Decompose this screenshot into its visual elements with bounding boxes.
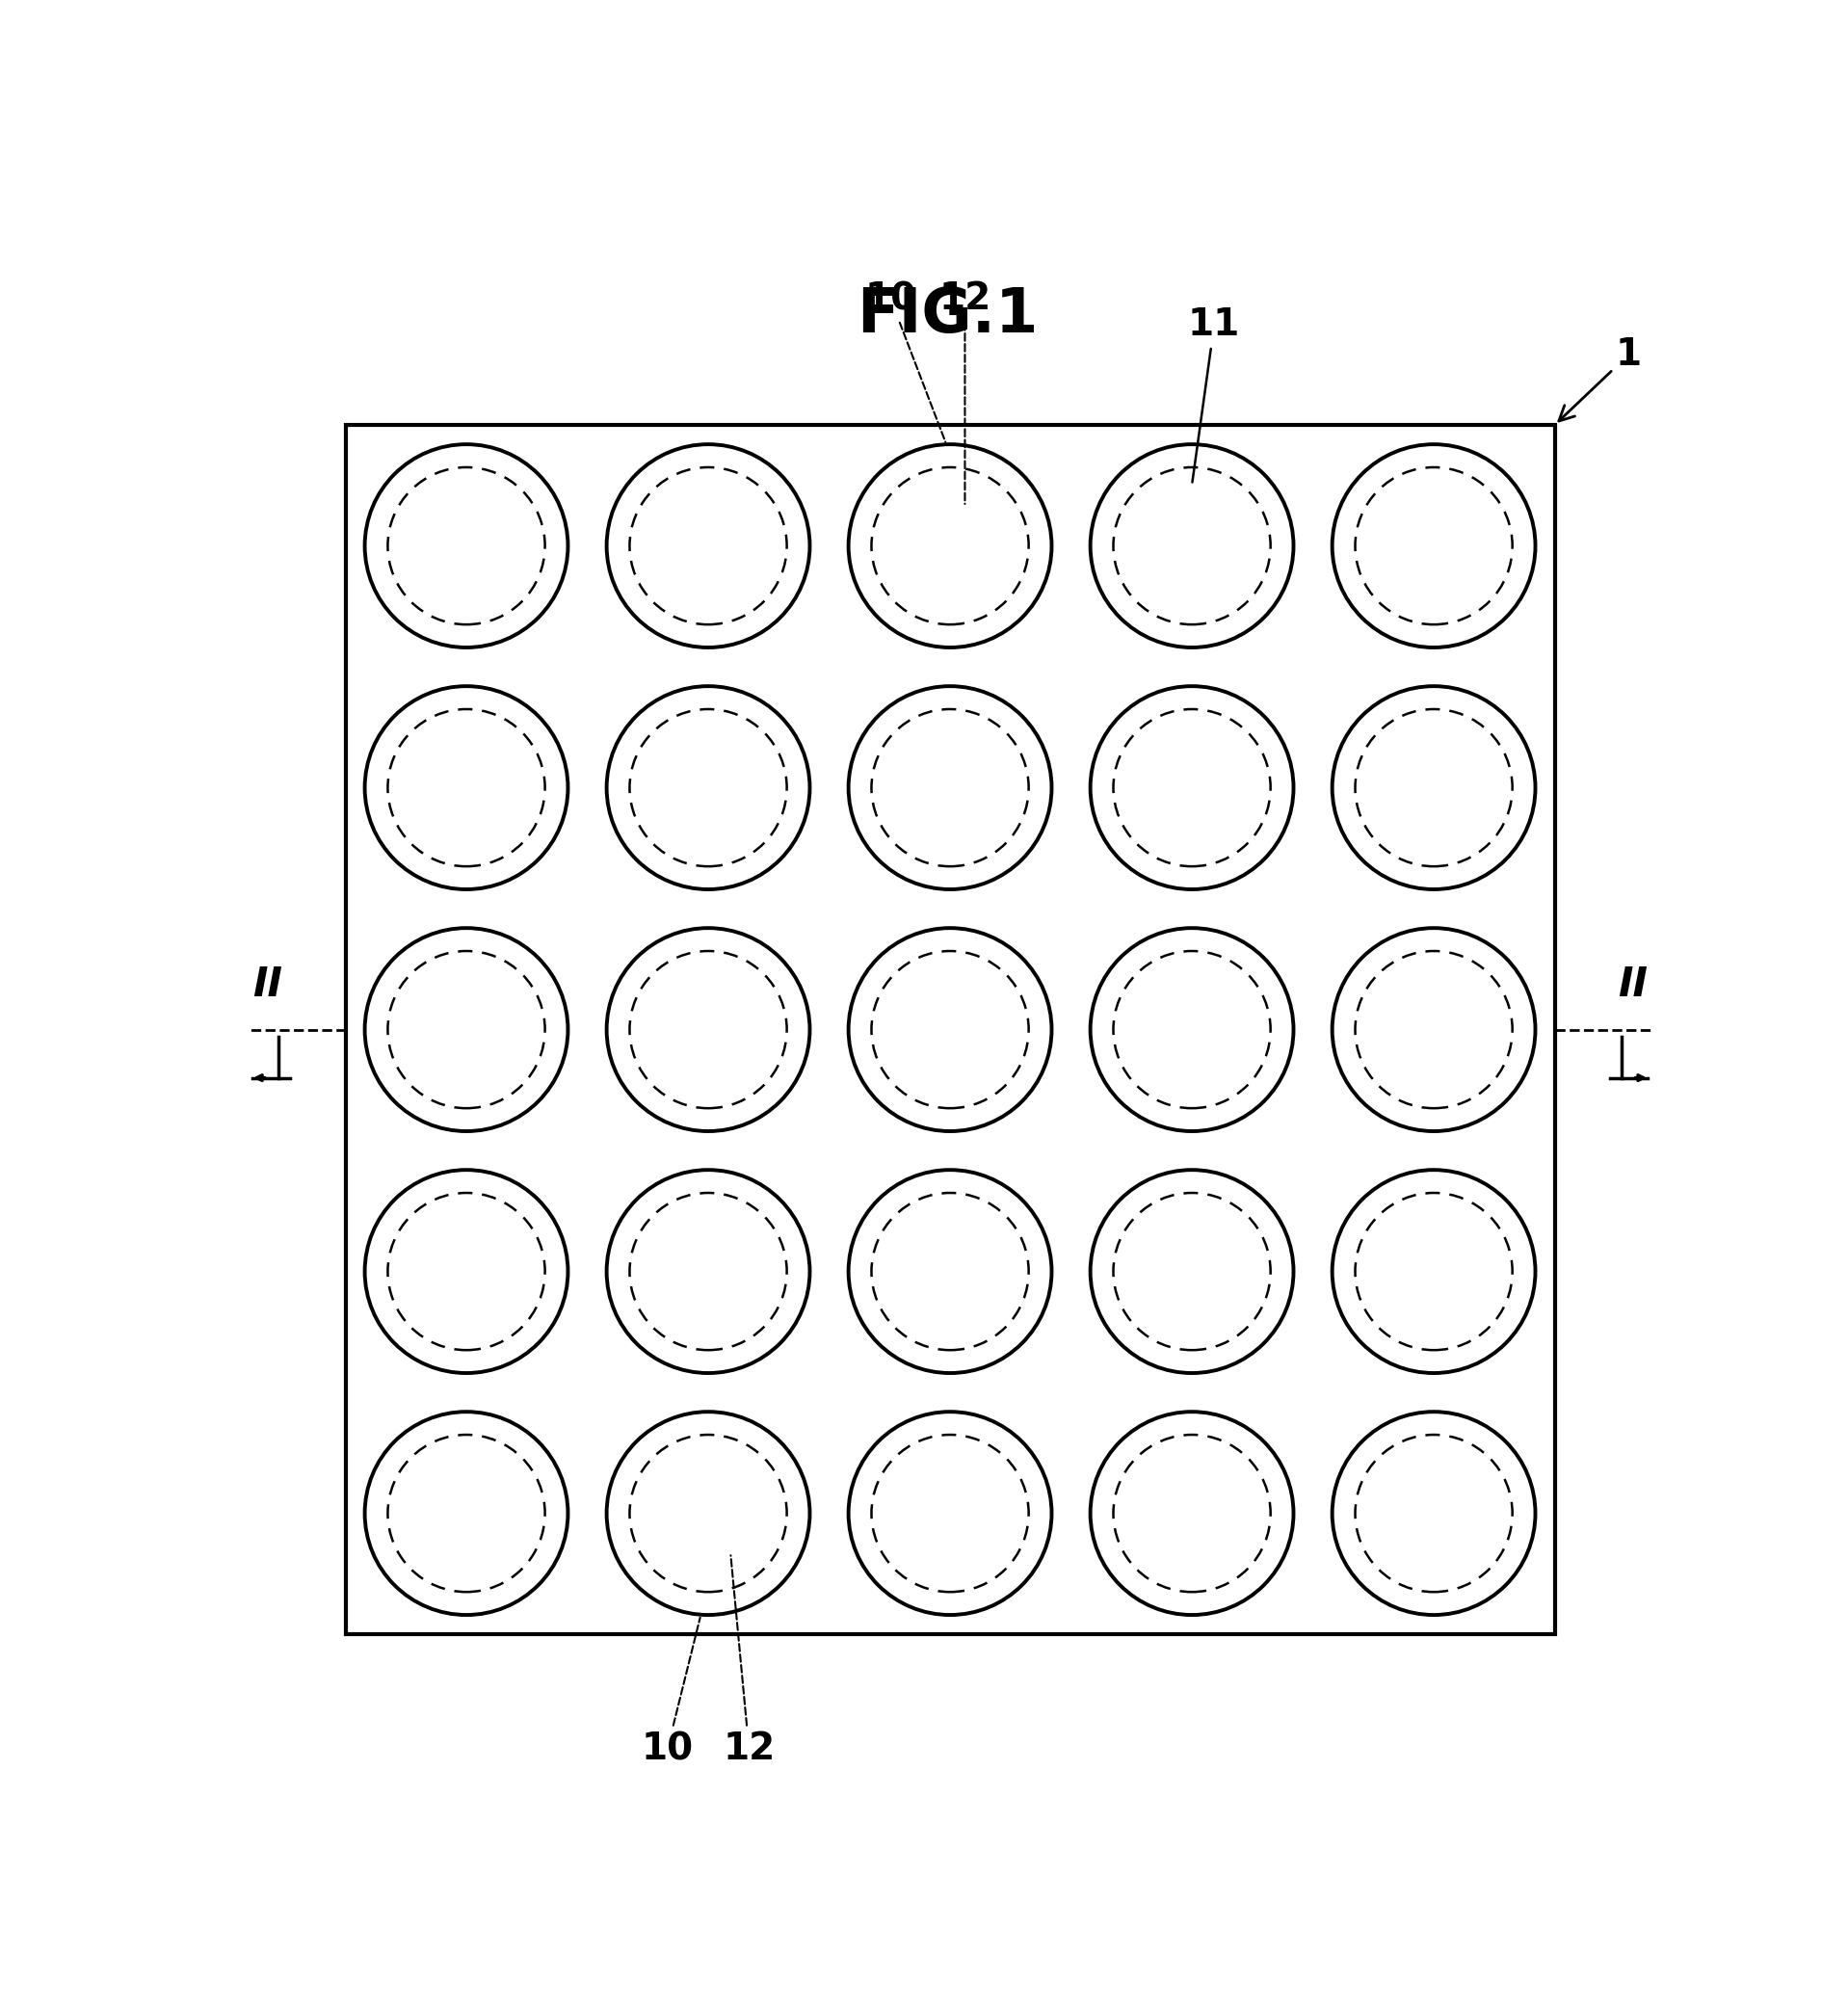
Circle shape bbox=[364, 1171, 567, 1373]
Circle shape bbox=[1332, 444, 1536, 647]
Circle shape bbox=[848, 444, 1052, 647]
Circle shape bbox=[1090, 1171, 1294, 1373]
Circle shape bbox=[606, 1171, 809, 1373]
Circle shape bbox=[848, 687, 1052, 890]
Text: II: II bbox=[253, 966, 283, 1006]
Circle shape bbox=[1090, 444, 1294, 647]
Circle shape bbox=[1332, 1171, 1536, 1373]
Circle shape bbox=[364, 928, 567, 1131]
Circle shape bbox=[1332, 928, 1536, 1131]
Circle shape bbox=[1332, 687, 1536, 890]
Text: 12: 12 bbox=[939, 281, 991, 504]
Circle shape bbox=[1090, 928, 1294, 1131]
Circle shape bbox=[1090, 1412, 1294, 1614]
Circle shape bbox=[364, 1412, 567, 1614]
Circle shape bbox=[606, 1412, 809, 1614]
Circle shape bbox=[848, 1171, 1052, 1373]
Text: 10: 10 bbox=[641, 1618, 700, 1767]
Text: II: II bbox=[1617, 966, 1648, 1006]
Circle shape bbox=[606, 444, 809, 647]
Text: 11: 11 bbox=[1188, 307, 1240, 482]
Circle shape bbox=[848, 1412, 1052, 1614]
Circle shape bbox=[848, 928, 1052, 1131]
Circle shape bbox=[1090, 687, 1294, 890]
Circle shape bbox=[364, 444, 567, 647]
Text: 12: 12 bbox=[723, 1556, 774, 1767]
Text: 1: 1 bbox=[1560, 335, 1643, 422]
Circle shape bbox=[364, 687, 567, 890]
Circle shape bbox=[606, 928, 809, 1131]
Bar bbox=[346, 426, 1554, 1635]
Text: FIG.1: FIG.1 bbox=[856, 285, 1039, 345]
Circle shape bbox=[1332, 1412, 1536, 1614]
Circle shape bbox=[606, 687, 809, 890]
Text: 10: 10 bbox=[865, 281, 946, 442]
